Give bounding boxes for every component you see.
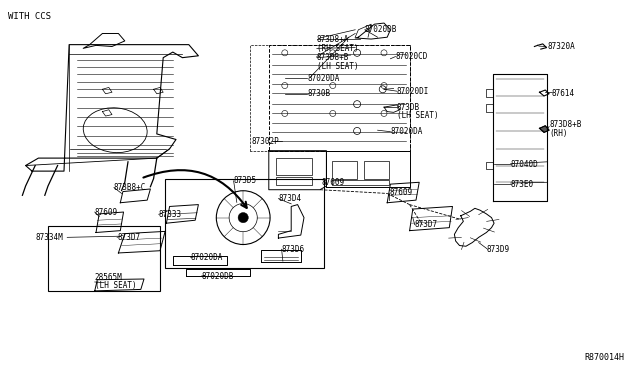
Text: 87614: 87614 xyxy=(552,89,575,97)
Text: 873D7: 873D7 xyxy=(415,220,438,229)
Text: 87320A: 87320A xyxy=(547,42,575,51)
Text: (LH SEAT): (LH SEAT) xyxy=(95,281,136,290)
Text: 87020DB: 87020DB xyxy=(202,272,234,280)
Text: 87040D: 87040D xyxy=(511,160,538,169)
Text: 87609: 87609 xyxy=(95,208,118,217)
Text: 87020DA: 87020DA xyxy=(307,74,340,83)
Text: 87020DA: 87020DA xyxy=(390,127,423,136)
Text: (RH): (RH) xyxy=(549,129,568,138)
Text: R870014H: R870014H xyxy=(584,353,624,362)
Text: 28565M: 28565M xyxy=(95,273,122,282)
Text: 87020DB: 87020DB xyxy=(365,25,397,34)
Bar xyxy=(269,45,410,151)
Text: 87609: 87609 xyxy=(389,188,412,197)
Text: 873DB: 873DB xyxy=(397,103,420,112)
Polygon shape xyxy=(540,126,549,132)
Text: 87302P: 87302P xyxy=(252,137,279,146)
Text: WITH CCS: WITH CCS xyxy=(8,12,51,21)
Text: 87020CD: 87020CD xyxy=(396,52,428,61)
Bar xyxy=(332,180,389,185)
Circle shape xyxy=(238,212,248,223)
Text: (LH SEAT): (LH SEAT) xyxy=(317,62,358,71)
Text: 873E0: 873E0 xyxy=(511,180,534,189)
Text: 87020DA: 87020DA xyxy=(191,253,223,262)
Text: 873D9: 873D9 xyxy=(486,245,509,254)
Text: 873D5: 873D5 xyxy=(234,176,257,185)
Text: (RH SEAT): (RH SEAT) xyxy=(317,44,358,53)
Text: 873D7: 873D7 xyxy=(117,233,140,242)
Text: (LH SEAT): (LH SEAT) xyxy=(397,111,438,120)
Text: 87334M: 87334M xyxy=(35,233,63,242)
Text: 873D8+A: 873D8+A xyxy=(317,35,349,44)
Text: 87333: 87333 xyxy=(159,210,182,219)
Bar xyxy=(48,226,160,291)
Text: 873D8+B: 873D8+B xyxy=(317,53,349,62)
Bar xyxy=(165,179,324,268)
Text: 873D8+B: 873D8+B xyxy=(549,120,582,129)
Text: 873D6: 873D6 xyxy=(282,245,305,254)
Bar xyxy=(364,161,389,179)
Text: 873B8+C: 873B8+C xyxy=(114,183,147,192)
Text: 8730B: 8730B xyxy=(307,89,330,98)
Bar xyxy=(332,161,357,179)
Bar xyxy=(276,158,312,175)
Text: 87609: 87609 xyxy=(321,178,344,187)
Bar xyxy=(276,177,312,185)
Text: 87020DI: 87020DI xyxy=(397,87,429,96)
Text: 873D4: 873D4 xyxy=(278,194,301,203)
